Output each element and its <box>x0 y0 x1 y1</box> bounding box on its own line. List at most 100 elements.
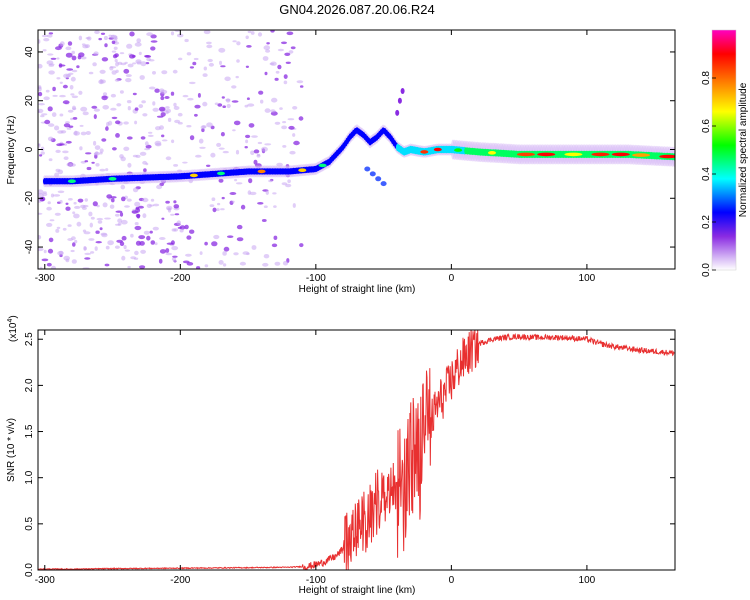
noise-speck <box>172 259 177 263</box>
noise-speck <box>62 150 69 154</box>
noise-speck <box>80 204 86 209</box>
noise-speck <box>134 107 139 111</box>
noise-speck <box>52 94 58 97</box>
noise-speck <box>216 208 220 212</box>
noise-speck <box>165 252 172 256</box>
noise-speck <box>102 92 108 96</box>
noise-speck <box>40 146 45 151</box>
noise-speck <box>225 98 231 103</box>
noise-speck <box>247 30 252 34</box>
noise-speck <box>124 61 128 64</box>
x-tick-label: -200 <box>170 575 190 586</box>
noise-speck <box>149 204 155 207</box>
y-tick-label: 2.5 <box>24 332 35 346</box>
noise-speck <box>226 103 231 109</box>
noise-speck <box>69 85 74 90</box>
noise-speck <box>170 31 175 36</box>
ridge-hotspot <box>67 179 76 183</box>
noise-speck <box>40 151 45 155</box>
noise-speck <box>71 95 79 99</box>
ridge-hotspot <box>420 150 429 154</box>
noise-speck <box>91 161 95 164</box>
noise-speck <box>155 142 162 147</box>
noise-speck <box>279 107 283 110</box>
ridge-hotspot <box>488 151 496 155</box>
noise-speck <box>48 32 54 35</box>
noise-speck <box>194 113 198 117</box>
noise-speck <box>111 50 117 53</box>
ridge-hotspot <box>516 152 535 157</box>
noise-speck <box>287 118 295 121</box>
noise-speck <box>63 123 71 128</box>
noise-speck <box>298 116 304 121</box>
snr-y-multiplier: (x104) <box>7 315 19 342</box>
noise-speck <box>292 106 298 110</box>
noise-speck <box>117 218 123 223</box>
noise-speck <box>59 143 65 146</box>
noise-speck <box>101 138 107 142</box>
noise-speck <box>165 200 170 204</box>
noise-speck <box>78 52 85 58</box>
noise-speck <box>83 246 87 251</box>
noise-speck <box>156 115 164 118</box>
noise-speck <box>72 211 76 215</box>
noise-speck <box>200 125 206 130</box>
noise-speck <box>120 184 126 190</box>
spectrogram-noise <box>38 30 304 269</box>
noise-speck <box>78 90 83 95</box>
noise-speck <box>67 41 73 46</box>
noise-speck <box>139 75 145 80</box>
noise-speck <box>173 102 177 107</box>
noise-speck <box>265 190 269 196</box>
noise-speck <box>47 201 51 205</box>
noise-speck <box>90 251 95 254</box>
noise-speck <box>110 107 117 111</box>
noise-speck <box>218 260 224 265</box>
noise-speck <box>231 200 235 203</box>
noise-speck <box>63 156 69 160</box>
noise-speck <box>148 131 153 134</box>
noise-speck <box>131 210 138 214</box>
x-tick-label: -200 <box>170 273 190 284</box>
noise-speck <box>47 34 53 38</box>
noise-speck <box>126 198 132 202</box>
noise-speck <box>186 125 192 128</box>
noise-speck <box>65 202 69 205</box>
noise-speck <box>135 213 141 218</box>
noise-speck <box>115 69 119 74</box>
noise-speck <box>107 240 114 246</box>
noise-speck <box>206 44 213 49</box>
noise-speck <box>41 258 49 262</box>
noise-speck <box>147 134 154 137</box>
x-tick-label: -100 <box>306 575 326 586</box>
noise-speck <box>136 38 141 43</box>
noise-speck <box>100 79 106 84</box>
noise-speck <box>88 238 95 241</box>
ridge-hotspot <box>257 169 266 174</box>
noise-speck <box>54 212 61 216</box>
noise-speck <box>218 178 224 183</box>
noise-speck <box>197 93 201 98</box>
noise-speck <box>202 101 208 107</box>
noise-speck <box>135 206 140 210</box>
noise-speck <box>77 198 84 203</box>
noise-speck <box>166 205 173 211</box>
noise-speck <box>146 32 154 37</box>
noise-speck <box>235 149 240 155</box>
noise-speck <box>265 49 271 53</box>
x-tick-label: 100 <box>579 273 596 284</box>
noise-speck <box>257 141 263 145</box>
x-tick-label: 0 <box>449 575 455 586</box>
noise-speck <box>170 91 175 96</box>
noise-speck <box>132 62 137 65</box>
noise-speck <box>38 247 44 252</box>
colorbar: 0.0 0.2 0.4 0.6 0.8 Normalized spectral ampl… <box>701 29 749 277</box>
noise-speck <box>85 131 91 135</box>
y-tick-label: 0 <box>24 146 35 152</box>
chart-title: GN04.2026.087.20.06.R24 <box>279 2 434 17</box>
noise-speck <box>203 66 207 71</box>
y-tick-label: 40 <box>24 46 35 58</box>
noise-speck <box>95 151 99 156</box>
